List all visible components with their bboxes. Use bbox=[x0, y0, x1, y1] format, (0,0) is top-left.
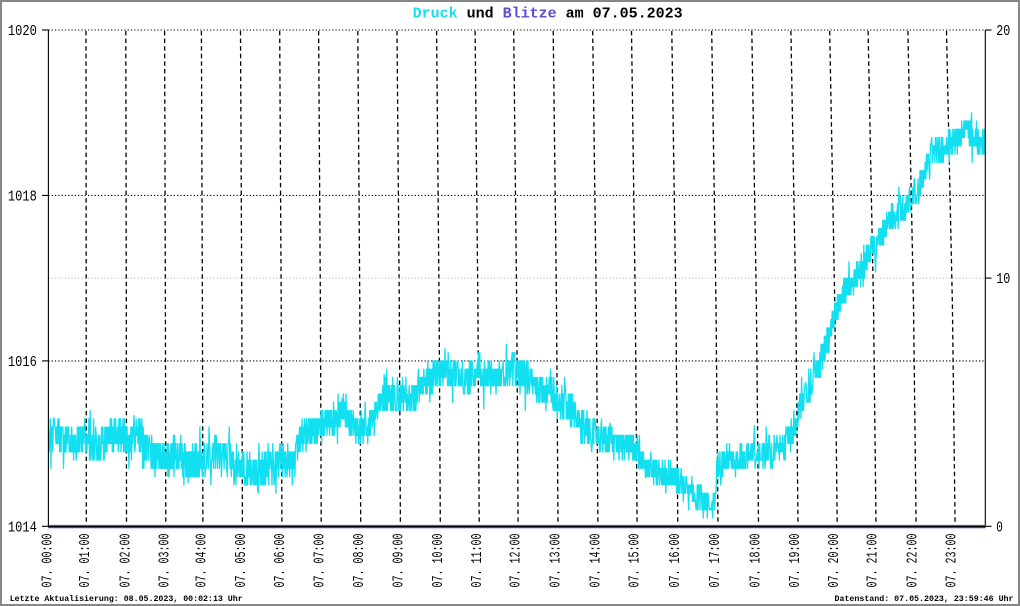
svg-text:10: 10 bbox=[996, 272, 1010, 288]
svg-text:07. 08:00: 07. 08:00 bbox=[352, 534, 368, 588]
svg-text:1016: 1016 bbox=[8, 355, 37, 371]
svg-text:07. 04:00: 07. 04:00 bbox=[194, 534, 210, 588]
svg-text:am 07.05.2023: am 07.05.2023 bbox=[566, 6, 683, 23]
svg-text:20: 20 bbox=[996, 24, 1010, 40]
svg-text:07. 11:00: 07. 11:00 bbox=[470, 534, 486, 588]
svg-text:07. 01:00: 07. 01:00 bbox=[78, 534, 94, 588]
svg-text:1014: 1014 bbox=[8, 520, 37, 536]
svg-text:07. 03:00: 07. 03:00 bbox=[157, 534, 173, 588]
svg-text:07. 05:00: 07. 05:00 bbox=[234, 534, 250, 588]
svg-text:07. 19:00: 07. 19:00 bbox=[788, 534, 804, 588]
svg-text:07. 06:00: 07. 06:00 bbox=[273, 534, 289, 588]
svg-text:Datenstand: 07.05.2023, 23:59:: Datenstand: 07.05.2023, 23:59:46 Uhr bbox=[835, 594, 1014, 604]
svg-text:1020: 1020 bbox=[8, 24, 37, 40]
svg-text:07. 22:00: 07. 22:00 bbox=[906, 534, 922, 588]
svg-text:07. 12:00: 07. 12:00 bbox=[509, 534, 525, 588]
svg-text:1018: 1018 bbox=[8, 189, 37, 205]
svg-text:07. 07:00: 07. 07:00 bbox=[312, 534, 328, 588]
svg-text:07. 10:00: 07. 10:00 bbox=[431, 534, 447, 588]
svg-text:Druck: Druck bbox=[413, 6, 458, 23]
svg-text:Blitze: Blitze bbox=[503, 6, 557, 23]
svg-text:Letzte Aktualisierung: 08.05.2: Letzte Aktualisierung: 08.05.2023, 00:02… bbox=[10, 594, 243, 604]
svg-text:07. 14:00: 07. 14:00 bbox=[588, 534, 604, 588]
svg-text:07. 00:00: 07. 00:00 bbox=[40, 534, 56, 588]
svg-text:und: und bbox=[467, 6, 494, 23]
svg-text:07. 15:00: 07. 15:00 bbox=[627, 534, 643, 588]
svg-text:07. 21:00: 07. 21:00 bbox=[866, 534, 882, 588]
svg-text:07. 16:00: 07. 16:00 bbox=[668, 534, 684, 588]
svg-text:07. 13:00: 07. 13:00 bbox=[549, 534, 565, 588]
svg-text:07. 23:00: 07. 23:00 bbox=[944, 534, 960, 588]
svg-text:07. 17:00: 07. 17:00 bbox=[708, 534, 724, 588]
svg-text:07. 09:00: 07. 09:00 bbox=[391, 534, 407, 588]
svg-text:0: 0 bbox=[996, 520, 1003, 536]
svg-text:07. 02:00: 07. 02:00 bbox=[118, 534, 134, 588]
svg-text:07. 18:00: 07. 18:00 bbox=[748, 534, 764, 588]
svg-text:07. 20:00: 07. 20:00 bbox=[827, 534, 843, 588]
